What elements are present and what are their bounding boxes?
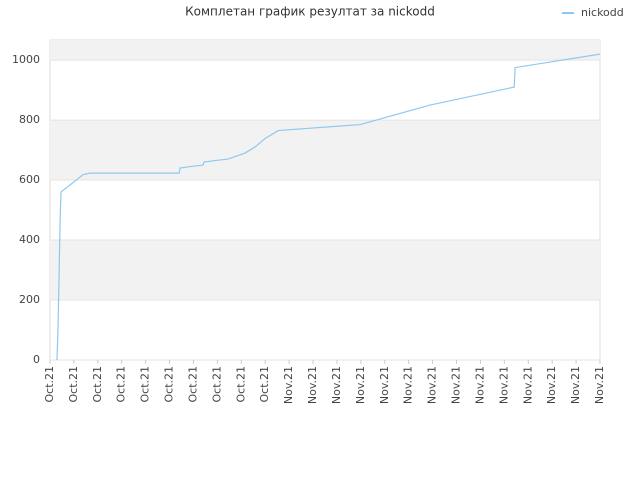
x-tick-label: Oct.21 (210, 366, 223, 403)
x-tick-label: Nov.21 (473, 366, 486, 404)
y-tick-label: 1000 (12, 53, 40, 66)
x-tick-label: Oct.21 (91, 366, 104, 403)
x-tick-label: Nov.21 (282, 366, 295, 404)
y-tick-label: 600 (19, 173, 40, 186)
chart-title: Комплетан график резултат за nickodd (185, 5, 435, 19)
x-tick-label: Nov.21 (402, 366, 415, 404)
x-tick-label: Nov.21 (354, 366, 367, 404)
x-tick-label: Oct.21 (139, 366, 152, 403)
x-tick-label: Oct.21 (234, 366, 247, 403)
x-tick-label: Nov.21 (306, 366, 319, 404)
y-tick-label: 200 (19, 293, 40, 306)
x-tick-label: Nov.21 (426, 366, 439, 404)
grid-band (50, 120, 600, 181)
grid-band (50, 40, 600, 61)
x-tick-label: Nov.21 (593, 366, 606, 404)
x-tick-label: Oct.21 (115, 366, 128, 403)
x-tick-label: Nov.21 (521, 366, 534, 404)
plot-area (49, 39, 601, 361)
y-tick-label: 400 (19, 233, 40, 246)
x-tick-label: Oct.21 (43, 366, 56, 403)
y-tick-label: 800 (19, 113, 40, 126)
x-tick-label: Nov.21 (569, 366, 582, 404)
x-tick-label: Nov.21 (545, 366, 558, 404)
x-tick-label: Oct.21 (163, 366, 176, 403)
series-line (56, 53, 601, 361)
y-tick-label: 0 (33, 353, 40, 366)
x-tick-label: Nov.21 (330, 366, 343, 404)
x-tick-label: Nov.21 (378, 366, 391, 404)
grid-band (50, 240, 600, 301)
legend-label: nickodd (581, 6, 624, 19)
x-tick-label: Nov.21 (450, 366, 463, 404)
x-tick-label: Nov.21 (497, 366, 510, 404)
x-tick-label: Oct.21 (67, 366, 80, 403)
x-tick-label: Oct.21 (186, 366, 199, 403)
x-tick-label: Oct.21 (258, 366, 271, 403)
